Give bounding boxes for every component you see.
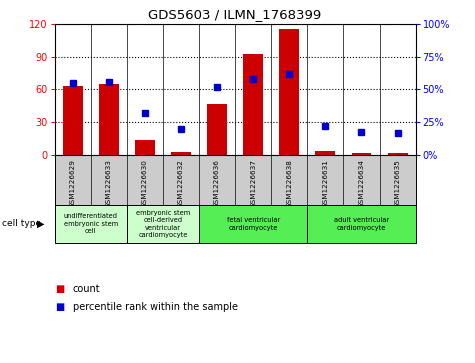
Bar xyxy=(307,205,416,243)
Bar xyxy=(99,84,119,155)
Bar xyxy=(243,54,263,155)
Text: GSM1226637: GSM1226637 xyxy=(250,159,256,208)
Title: GDS5603 / ILMN_1768399: GDS5603 / ILMN_1768399 xyxy=(149,8,322,21)
Text: GSM1226633: GSM1226633 xyxy=(106,159,112,208)
Bar xyxy=(207,104,227,155)
Bar xyxy=(63,86,83,155)
Text: fetal ventricular
cardiomyocyte: fetal ventricular cardiomyocyte xyxy=(227,217,280,231)
Text: GSM1226631: GSM1226631 xyxy=(323,159,328,208)
Bar xyxy=(352,153,371,155)
Text: ■: ■ xyxy=(55,302,64,312)
Text: ■: ■ xyxy=(55,284,64,294)
Text: cell type: cell type xyxy=(2,220,41,228)
Text: GSM1226630: GSM1226630 xyxy=(142,159,148,208)
Text: GSM1226634: GSM1226634 xyxy=(359,159,364,208)
Bar xyxy=(127,205,199,243)
Text: GSM1226629: GSM1226629 xyxy=(70,159,76,208)
Text: adult ventricular
cardiomyocyte: adult ventricular cardiomyocyte xyxy=(334,217,389,231)
Text: undifferentiated
embryonic stem
cell: undifferentiated embryonic stem cell xyxy=(64,213,118,234)
Bar xyxy=(55,205,127,243)
Text: embryonic stem
cell-derived
ventricular
cardiomyocyte: embryonic stem cell-derived ventricular … xyxy=(136,210,190,238)
Bar xyxy=(171,152,191,155)
Bar xyxy=(135,140,155,155)
Text: count: count xyxy=(73,284,100,294)
Text: percentile rank within the sample: percentile rank within the sample xyxy=(73,302,238,312)
Bar xyxy=(315,151,335,155)
Text: GSM1226638: GSM1226638 xyxy=(286,159,292,208)
Bar xyxy=(388,153,408,155)
Bar xyxy=(279,29,299,155)
Text: GSM1226636: GSM1226636 xyxy=(214,159,220,208)
Text: ▶: ▶ xyxy=(37,219,44,229)
Bar xyxy=(199,205,307,243)
Text: GSM1226635: GSM1226635 xyxy=(395,159,400,208)
Text: GSM1226632: GSM1226632 xyxy=(178,159,184,208)
